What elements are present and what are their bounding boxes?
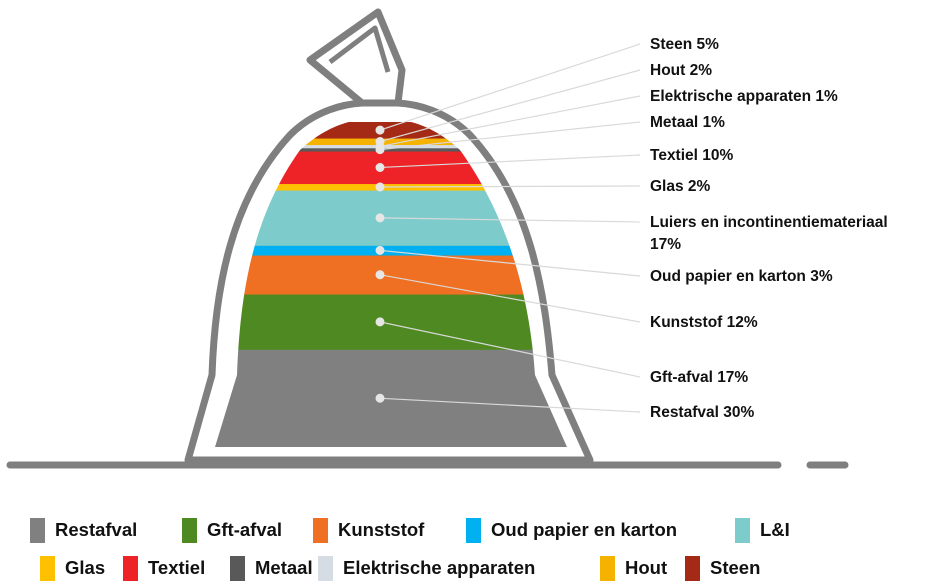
legend-swatch bbox=[685, 556, 700, 581]
category-name: Metaal bbox=[650, 114, 698, 131]
legend-swatch bbox=[230, 556, 245, 581]
value-label: 12% bbox=[727, 314, 758, 331]
legend-label: Kunststof bbox=[338, 519, 425, 540]
data-label: Restafval 30% bbox=[650, 402, 912, 424]
category-name: Elektrische apparaten bbox=[650, 88, 811, 105]
legend-swatch bbox=[735, 518, 750, 543]
legend-swatch bbox=[313, 518, 328, 543]
data-label: Textiel 10% bbox=[650, 145, 912, 167]
pointer-dot bbox=[376, 126, 385, 135]
category-name: Hout bbox=[650, 62, 685, 79]
value-label: 2% bbox=[688, 178, 710, 195]
bag-layer bbox=[150, 145, 630, 149]
bag-layer bbox=[150, 151, 630, 184]
value-label: 10% bbox=[702, 147, 733, 164]
category-name: Textiel bbox=[650, 147, 698, 164]
legend-label: Textiel bbox=[148, 557, 205, 578]
value-label: 2% bbox=[690, 62, 712, 79]
legend: Restafval Gft-afval Kunststof Oud papier en… bbox=[30, 518, 790, 581]
category-name: Luiers en incontinentiemateriaal bbox=[650, 214, 888, 231]
value-label: 1% bbox=[815, 88, 837, 105]
pointer-dot bbox=[376, 317, 385, 326]
legend-label: Steen bbox=[710, 557, 760, 578]
legend-label: Oud papier en karton bbox=[491, 519, 677, 540]
legend-label: Gft-afval bbox=[207, 519, 282, 540]
data-label: Gft-afval 17% bbox=[650, 367, 912, 389]
legend-swatch bbox=[30, 518, 45, 543]
category-name: Steen bbox=[650, 36, 692, 53]
value-label: 30% bbox=[723, 404, 754, 421]
legend-swatch bbox=[318, 556, 333, 581]
bag-tie bbox=[310, 12, 402, 103]
legend-swatch bbox=[123, 556, 138, 581]
legend-label: Metaal bbox=[255, 557, 313, 578]
data-label: Elektrische apparaten 1% bbox=[650, 86, 912, 108]
data-label: Steen 5% bbox=[650, 34, 912, 56]
pointer-dot bbox=[376, 213, 385, 222]
legend-label: L&I bbox=[760, 519, 790, 540]
pointer-dot bbox=[376, 163, 385, 172]
bag-layer bbox=[150, 246, 630, 256]
data-label: Glas 2% bbox=[650, 176, 912, 198]
data-label: Metaal 1% bbox=[650, 112, 912, 134]
pointer-dot bbox=[376, 270, 385, 279]
pointer-dot bbox=[376, 137, 385, 146]
category-name: Kunststof bbox=[650, 314, 722, 331]
bag-layer bbox=[150, 294, 630, 350]
leader-line bbox=[380, 44, 640, 130]
legend-swatch bbox=[466, 518, 481, 543]
page: Restafval Gft-afval Kunststof Oud papier en… bbox=[0, 0, 925, 585]
data-label: Kunststof 12% bbox=[650, 312, 912, 334]
category-name: Restafval bbox=[650, 404, 719, 421]
pointer-dot bbox=[376, 394, 385, 403]
legend-swatch bbox=[182, 518, 197, 543]
legend-swatch bbox=[600, 556, 615, 581]
data-label: Oud papier en karton 3% bbox=[650, 266, 912, 288]
legend-label: Hout bbox=[625, 557, 667, 578]
category-name: Oud papier en karton bbox=[650, 268, 806, 285]
value-label: 17% bbox=[717, 369, 748, 386]
bag-tie-inner bbox=[330, 28, 388, 72]
legend-label: Restafval bbox=[55, 519, 137, 540]
value-label: 1% bbox=[703, 114, 725, 131]
value-label: 17% bbox=[650, 236, 681, 253]
data-label: Luiers en incontinentiemateriaal 17% bbox=[650, 212, 912, 256]
legend-label: Elektrische apparaten bbox=[343, 557, 535, 578]
legend-label: Glas bbox=[65, 557, 105, 578]
legend-swatch bbox=[40, 556, 55, 581]
category-name: Glas bbox=[650, 178, 684, 195]
category-name: Gft-afval bbox=[650, 369, 713, 386]
value-label: 5% bbox=[697, 36, 719, 53]
value-label: 3% bbox=[810, 268, 832, 285]
pointer-dot bbox=[376, 246, 385, 255]
pointer-dot bbox=[376, 183, 385, 192]
data-label: Hout 2% bbox=[650, 60, 912, 82]
